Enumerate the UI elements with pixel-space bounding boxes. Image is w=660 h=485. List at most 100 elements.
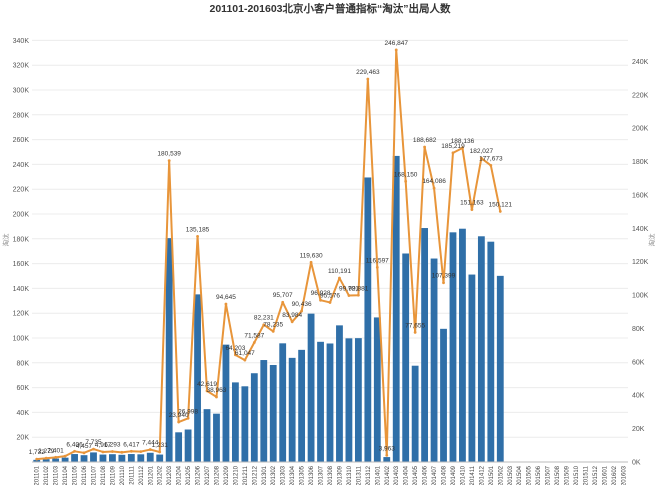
- right-tick-label: 140K: [632, 226, 649, 233]
- left-tick-label: 60K: [17, 385, 30, 392]
- data-label: 246,847: [384, 40, 408, 47]
- right-axis-label: 淘汰: [647, 233, 656, 247]
- x-tick-label: 201311: [356, 465, 362, 485]
- left-tick-label: 240K: [13, 162, 30, 169]
- x-tick-label: 201103: [54, 465, 60, 485]
- right-tick-label: 160K: [632, 192, 649, 199]
- line-point: [158, 450, 162, 454]
- data-label: 4,457: [76, 443, 93, 450]
- left-tick-label: 180K: [13, 236, 30, 243]
- line-point: [319, 298, 322, 302]
- line-point: [328, 301, 332, 304]
- data-label: 38,963: [207, 387, 227, 394]
- bar: [137, 454, 145, 462]
- data-label: 180,539: [157, 151, 181, 158]
- x-tick-label: 201106: [82, 465, 88, 485]
- data-label: 150,121: [489, 201, 513, 208]
- bar: [468, 274, 476, 462]
- bar: [354, 338, 362, 462]
- data-label: 188,136: [451, 138, 475, 145]
- right-tick-label: 60K: [632, 359, 645, 366]
- line-point: [347, 294, 351, 297]
- data-label: 7,444: [142, 440, 159, 447]
- bar: [33, 459, 41, 462]
- x-tick-label: 201301: [262, 465, 268, 485]
- right-tick-label: 120K: [632, 259, 649, 266]
- x-tick-label: 201307: [319, 465, 325, 485]
- right-axis: 0K 20K 40K 60K 80K 100K 120K 140K 160K 180K 200K 22…: [632, 59, 649, 467]
- data-label: 95,576: [320, 292, 340, 299]
- gridlines: [32, 39, 628, 438]
- x-tick-label: 201203: [167, 465, 173, 485]
- x-tick-label: 201111: [129, 465, 135, 484]
- data-label: 2,401: [48, 447, 65, 454]
- bar: [118, 454, 126, 462]
- x-tick-label: 201102: [44, 465, 50, 485]
- x-tick-label: 201108: [101, 465, 107, 485]
- x-tick-label: 201407: [432, 465, 438, 485]
- data-label: 168,150: [394, 171, 418, 178]
- x-tick-label: 201512: [593, 465, 599, 485]
- data-label: 4,917: [95, 442, 112, 449]
- x-tick-label: 201503: [508, 465, 514, 485]
- data-label: 7,735: [85, 439, 102, 446]
- x-tick-label: 201408: [442, 465, 448, 485]
- bar: [317, 341, 324, 462]
- data-label: 116,597: [366, 257, 389, 264]
- left-tick-label: 340K: [13, 38, 30, 45]
- line-point: [177, 420, 181, 424]
- line-point: [423, 145, 427, 149]
- data-label: 71,587: [244, 333, 264, 340]
- left-tick-label: 140K: [13, 286, 30, 293]
- data-label: 64,203: [225, 345, 245, 352]
- left-tick-label: 120K: [13, 311, 30, 318]
- x-tick-label: 201201: [148, 465, 154, 485]
- line-point: [233, 353, 237, 357]
- data-label: 26,998: [178, 408, 198, 415]
- bar: [336, 325, 343, 462]
- bar: [279, 343, 287, 462]
- line-point: [139, 450, 143, 454]
- x-tick-label: 201207: [205, 465, 211, 485]
- bar: [496, 275, 504, 462]
- data-label: 185,219: [441, 143, 465, 150]
- x-tick-label: 201101: [35, 465, 41, 485]
- data-label: 42,619: [197, 381, 217, 388]
- bar: [146, 452, 154, 462]
- bar: [477, 236, 485, 462]
- line-point: [262, 323, 266, 327]
- bar: [402, 253, 410, 462]
- x-tick-label: 201602: [612, 465, 618, 485]
- bar: [213, 413, 220, 462]
- data-label: 229,463: [356, 69, 380, 76]
- bar: [61, 457, 69, 462]
- left-tick-label: 20K: [17, 435, 30, 442]
- line-point: [243, 358, 247, 362]
- left-tick-label: 220K: [13, 187, 30, 194]
- x-tick-label: 201406: [423, 465, 429, 485]
- left-axis: 20K 40K 60K 80K 100K 120K 140K 160K 180K 200K 220K…: [13, 38, 30, 442]
- x-tick-label: 201504: [517, 465, 523, 485]
- x-tick-label: 201505: [527, 465, 533, 485]
- left-tick-label: 40K: [17, 410, 30, 417]
- x-tick-label: 201403: [394, 465, 400, 485]
- data-label: 2,279: [38, 448, 55, 455]
- line-point: [451, 151, 455, 155]
- right-tick-label: 80K: [632, 326, 645, 333]
- bar: [231, 382, 239, 462]
- x-tick-label: 201305: [300, 465, 306, 485]
- x-tick-label: 201411: [470, 465, 476, 485]
- x-tick-label: 201212: [252, 465, 258, 485]
- left-tick-label: 260K: [13, 137, 30, 144]
- line-point: [366, 77, 370, 81]
- line-point: [281, 300, 285, 304]
- bar: [307, 313, 315, 462]
- data-label: 78,235: [263, 321, 283, 328]
- left-tick-label: 160K: [13, 261, 30, 268]
- x-tick-label: 201210: [233, 465, 239, 485]
- data-label: 182,027: [470, 148, 494, 155]
- line-point: [205, 389, 209, 393]
- bar: [411, 365, 419, 462]
- line-point: [196, 234, 199, 238]
